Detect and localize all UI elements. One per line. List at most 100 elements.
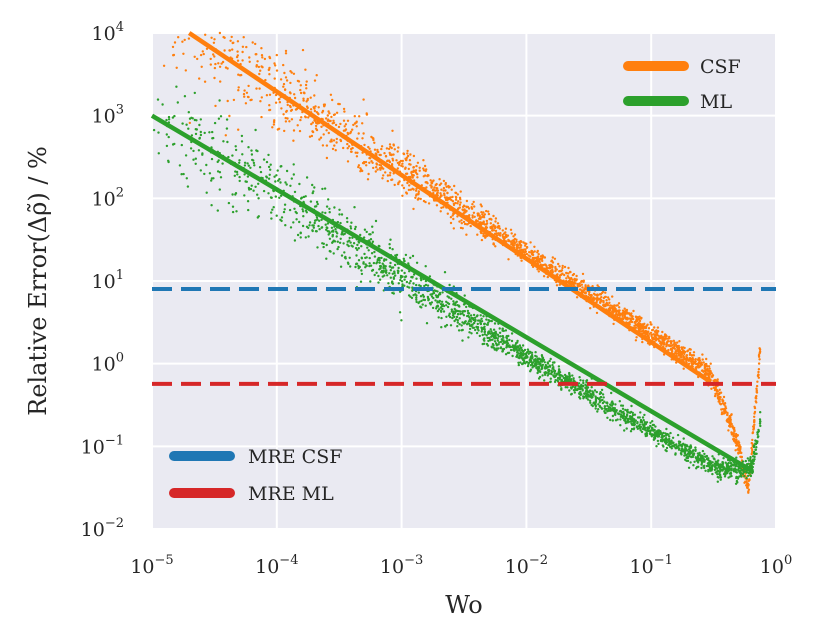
data-point [704,469,707,472]
data-point [753,412,756,415]
data-point [210,179,213,182]
data-point [719,476,723,479]
data-point [196,57,199,61]
data-point [223,49,226,52]
data-point [276,128,279,131]
data-point [641,416,645,419]
data-point [461,205,465,209]
data-point [382,266,385,270]
data-point [224,66,228,69]
data-point [463,310,467,313]
data-point [519,351,523,354]
data-point [231,48,234,51]
data-point [622,414,625,417]
data-point [643,421,647,424]
data-point [221,60,225,64]
data-point [537,270,540,273]
data-point [649,424,652,428]
data-point [360,272,364,276]
data-point [643,413,646,417]
data-point [278,178,281,181]
data-point [657,442,660,446]
data-point [547,372,550,376]
data-point [389,261,392,265]
data-point [457,207,460,210]
data-point [409,279,412,283]
data-point [304,236,307,239]
data-point [238,175,241,179]
data-point [255,87,258,90]
data-point [683,444,686,447]
data-point [499,335,502,338]
data-point [344,123,348,126]
data-point [247,208,250,212]
data-point [333,113,337,116]
data-point [394,274,397,277]
data-point [319,136,323,139]
data-point [275,174,278,177]
data-point [704,373,708,377]
data-point [453,312,457,315]
data-point [708,459,711,463]
data-point [349,241,352,244]
data-point [673,445,676,448]
data-point [376,259,379,262]
data-point [713,458,716,461]
data-point [299,91,303,95]
data-point [618,410,622,413]
data-point [451,195,454,199]
data-point [316,112,320,115]
data-point [422,167,425,170]
data-point [682,437,685,440]
data-point [714,392,717,396]
data-point [473,215,476,218]
data-point [694,448,697,451]
data-point [317,106,320,109]
data-point [415,194,418,197]
data-point [368,233,371,236]
data-point [337,102,340,106]
data-point [485,209,488,213]
data-point [603,405,607,408]
data-point [302,215,305,218]
data-point [317,224,320,228]
data-point [349,265,352,268]
data-point [515,240,518,243]
data-point [328,231,331,235]
data-point [469,320,473,323]
data-point [221,162,224,165]
data-point [549,357,552,361]
data-point [544,363,547,367]
data-point [480,221,483,224]
data-point [456,319,459,322]
data-point [387,147,391,151]
data-point [216,170,220,173]
data-point [198,136,201,140]
data-point [261,66,264,69]
data-point [649,321,652,324]
data-point [449,216,453,219]
data-point [416,161,420,164]
data-point [508,239,511,243]
data-point [459,312,462,316]
data-point [546,275,549,279]
data-point [387,282,390,285]
data-point [551,261,555,264]
data-point [349,227,353,230]
data-point [267,68,271,71]
data-point [544,365,547,369]
data-point [356,243,359,247]
data-point [316,202,319,206]
data-point [292,221,295,224]
data-point [457,200,460,203]
data-point [550,264,554,267]
data-point [689,348,692,351]
data-point [727,461,730,465]
data-point [421,293,425,297]
data-point [645,421,649,424]
data-point [285,79,289,82]
data-point [518,348,521,351]
data-point [587,284,590,287]
data-point [561,264,564,268]
data-point [737,467,740,470]
